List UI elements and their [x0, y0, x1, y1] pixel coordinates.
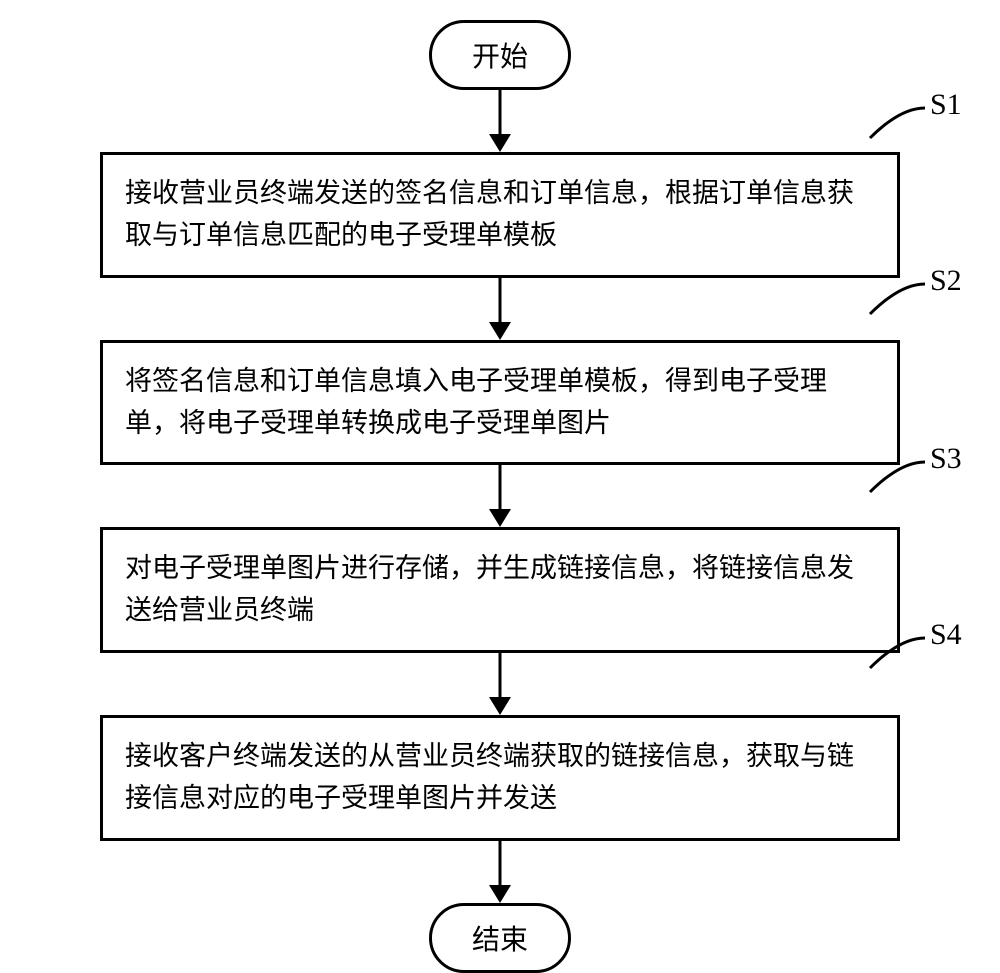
step-s4: 接收客户终端发送的从营业员终端获取的链接信息，获取与链接信息对应的电子受理单图片… — [100, 715, 900, 841]
end-label: 结束 — [472, 925, 528, 956]
label-s3-text: S3 — [930, 442, 962, 475]
start-row: 开始 — [70, 20, 930, 90]
start-terminal: 开始 — [429, 20, 571, 90]
label-s2-text: S2 — [930, 264, 962, 297]
step-s4-text: 接收客户终端发送的从营业员终端获取的链接信息，获取与链接信息对应的电子受理单图片… — [125, 741, 854, 813]
label-s4: S4 — [930, 618, 962, 652]
end-terminal: 结束 — [429, 903, 571, 973]
arrow-1 — [70, 90, 930, 152]
arrow-3 — [70, 465, 930, 527]
label-s2: S2 — [930, 264, 962, 298]
label-s1-text: S1 — [930, 88, 962, 121]
arrow-4 — [70, 653, 930, 715]
label-s3: S3 — [930, 442, 962, 476]
step-s2: 将签名信息和订单信息填入电子受理单模板，得到电子受理单，将电子受理单转换成电子受… — [100, 340, 900, 466]
flowchart-container: 开始 接收营业员终端发送的签名信息和订单信息，根据订单信息获取与订单信息匹配的电… — [70, 20, 930, 973]
label-s1: S1 — [930, 88, 962, 122]
arrow-2 — [70, 278, 930, 340]
step-s1-text: 接收营业员终端发送的签名信息和订单信息，根据订单信息获取与订单信息匹配的电子受理… — [125, 178, 854, 250]
step-s1: 接收营业员终端发送的签名信息和订单信息，根据订单信息获取与订单信息匹配的电子受理… — [100, 152, 900, 278]
step-s3: 对电子受理单图片进行存储，并生成链接信息，将链接信息发送给营业员终端 — [100, 527, 900, 653]
step-s3-text: 对电子受理单图片进行存储，并生成链接信息，将链接信息发送给营业员终端 — [125, 553, 854, 625]
start-label: 开始 — [472, 42, 528, 73]
label-s4-text: S4 — [930, 618, 962, 651]
step-s2-text: 将签名信息和订单信息填入电子受理单模板，得到电子受理单，将电子受理单转换成电子受… — [125, 366, 827, 438]
arrow-5 — [70, 841, 930, 903]
end-row: 结束 — [70, 903, 930, 973]
